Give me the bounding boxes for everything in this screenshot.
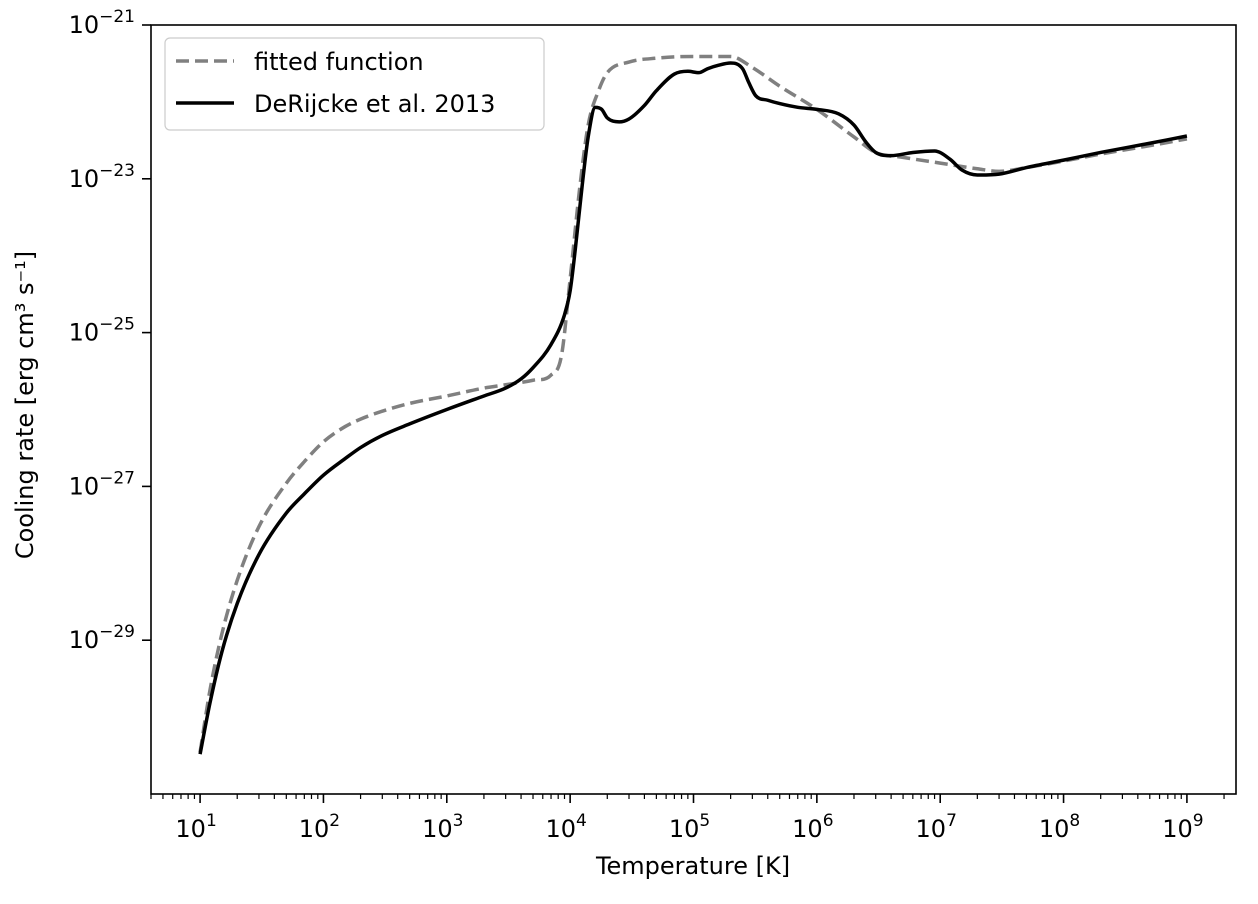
- y-tick-exponent: −23: [99, 161, 135, 181]
- y-axis-label: Cooling rate [erg cm³ s⁻¹]: [11, 251, 39, 559]
- x-tick-base: 10: [1039, 815, 1070, 843]
- x-tick-exponent: 3: [453, 811, 464, 831]
- series-line-derijcke: [198, 61, 1188, 755]
- x-tick-base: 10: [792, 815, 823, 843]
- y-tick-base: 10: [69, 472, 100, 500]
- series-line-fitted-function: [198, 54, 1188, 753]
- x-tick-base: 10: [669, 815, 700, 843]
- x-tick-label: 109: [1162, 811, 1203, 843]
- x-tick-label: 107: [916, 811, 957, 843]
- y-tick-label: 10−29: [69, 622, 135, 654]
- y-tick-label: 10−23: [69, 161, 135, 193]
- x-axis: 101 102 103 104 105 106 107 108 109: [150, 794, 1225, 843]
- x-tick-base: 10: [916, 815, 947, 843]
- y-tick-label: 10−25: [69, 315, 135, 347]
- x-tick-exponent: 9: [1193, 811, 1204, 831]
- x-tick-exponent: 2: [329, 811, 340, 831]
- legend: fitted function DeRijcke et al. 2013: [164, 37, 545, 131]
- y-tick-exponent: −21: [99, 7, 135, 27]
- x-tick-label: 101: [175, 811, 216, 843]
- x-tick-exponent: 7: [946, 811, 957, 831]
- x-tick-label: 108: [1039, 811, 1080, 843]
- x-tick-base: 10: [422, 815, 453, 843]
- series-layer: [198, 54, 1188, 755]
- legend-box: [164, 37, 545, 131]
- x-tick-base: 10: [1162, 815, 1193, 843]
- x-tick-exponent: 4: [576, 811, 587, 831]
- y-tick-base: 10: [69, 11, 100, 39]
- x-tick-label: 104: [545, 811, 586, 843]
- y-tick-exponent: −27: [99, 468, 135, 488]
- x-tick-label: 106: [792, 811, 833, 843]
- y-tick-exponent: −25: [99, 315, 135, 335]
- y-tick-label: 10−21: [69, 7, 135, 39]
- x-axis-label: Temperature [K]: [595, 852, 790, 880]
- x-tick-base: 10: [175, 815, 206, 843]
- x-tick-exponent: 1: [206, 811, 217, 831]
- legend-label-derijcke: DeRijcke et al. 2013: [254, 90, 495, 118]
- x-tick-exponent: 8: [1069, 811, 1080, 831]
- x-tick-exponent: 6: [823, 811, 834, 831]
- y-tick-label: 10−27: [69, 468, 135, 500]
- x-tick-label: 103: [422, 811, 463, 843]
- y-tick-exponent: −29: [99, 622, 135, 642]
- y-tick-base: 10: [69, 626, 100, 654]
- x-tick-base: 10: [299, 815, 330, 843]
- x-tick-exponent: 5: [699, 811, 710, 831]
- x-tick-base: 10: [545, 815, 576, 843]
- x-tick-label: 105: [669, 811, 710, 843]
- legend-label-fitted-function: fitted function: [254, 48, 424, 76]
- x-tick-label: 102: [299, 811, 340, 843]
- y-tick-base: 10: [69, 319, 100, 347]
- y-tick-base: 10: [69, 165, 100, 193]
